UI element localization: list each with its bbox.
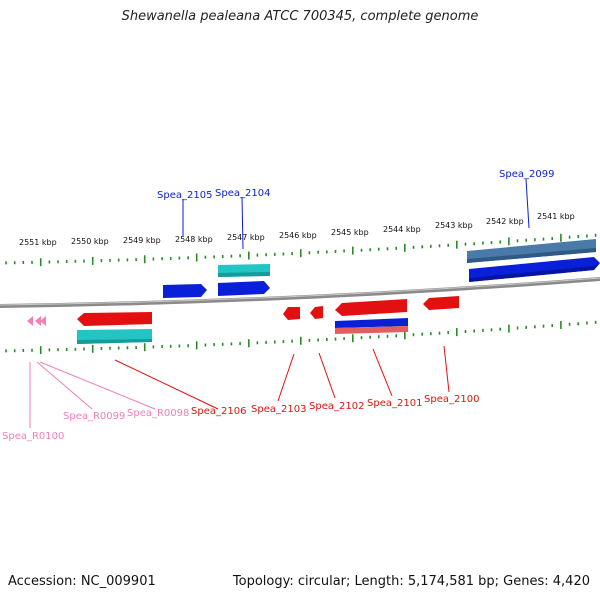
gene-arrow-spea-2106[interactable] <box>77 312 152 326</box>
gene-label-spea-2104[interactable]: Spea_2104 <box>215 188 270 199</box>
scale-tick-labels: 2551 kbp 2550 kbp 2549 kbp 2548 kbp 2547… <box>19 212 575 247</box>
tick-label-2549: 2549 kbp <box>123 236 161 245</box>
gene-label-spea-2099[interactable]: Spea_2099 <box>499 169 554 180</box>
tick-label-2544: 2544 kbp <box>383 225 421 234</box>
tick-label-2545: 2545 kbp <box>331 228 369 237</box>
rna-arrow-spea-r0099[interactable] <box>35 316 41 326</box>
tick-label-2542: 2542 kbp <box>486 217 524 226</box>
gene-arrow-spea-2099-shade <box>469 263 600 282</box>
genome-summary-text: Topology: circular; Length: 5,174,581 bp… <box>232 574 590 589</box>
tick-label-2548: 2548 kbp <box>175 235 213 244</box>
feature-bar-steel-shade <box>467 248 596 263</box>
gene-label-spea-r0098[interactable]: Spea_R0098 <box>127 408 189 419</box>
rna-arrow-spea-r0098[interactable] <box>40 316 46 326</box>
gene-label-spea-r0100[interactable]: Spea_R0100 <box>2 431 64 442</box>
lower-scale-ruler <box>5 320 597 355</box>
gene-label-spea-2105[interactable]: Spea_2105 <box>157 190 212 201</box>
gene-arrow-spea-2102[interactable] <box>310 306 323 319</box>
gene-arrow-spea-2100[interactable] <box>423 296 459 310</box>
map-title: Shewanella pealeana ATCC 700345, complet… <box>121 9 479 24</box>
tick-label-2547: 2547 kbp <box>227 233 265 242</box>
genome-backbone-highlight <box>0 277 600 306</box>
gene-label-spea-2100[interactable]: Spea_2100 <box>424 394 479 405</box>
genome-backbone <box>0 277 600 308</box>
gene-label-spea-2103[interactable]: Spea_2103 <box>251 404 306 415</box>
tick-label-2550: 2550 kbp <box>71 237 109 246</box>
gene-arrow-spea-2105[interactable] <box>163 284 207 298</box>
gene-arrow-spea-2104[interactable] <box>218 281 270 296</box>
gene-arrow-spea-2101[interactable] <box>335 299 407 316</box>
label-leader-lines <box>29 178 530 428</box>
tick-label-2551: 2551 kbp <box>19 238 57 247</box>
feature-bar-blue-lower[interactable] <box>335 318 408 328</box>
feature-bar-cyan-bottom-shade <box>77 339 152 344</box>
feature-bar-cyan-top-shade <box>218 272 270 277</box>
tick-label-2546: 2546 kbp <box>279 231 317 240</box>
feature-bar-pink-lower[interactable] <box>335 326 408 334</box>
gene-label-spea-2106[interactable]: Spea_2106 <box>191 406 246 417</box>
rna-arrow-spea-r0100[interactable] <box>27 316 33 326</box>
gene-label-spea-2102[interactable]: Spea_2102 <box>309 401 364 412</box>
tick-label-2543: 2543 kbp <box>435 221 473 230</box>
tick-label-2541: 2541 kbp <box>537 212 575 221</box>
upper-scale-ruler <box>5 233 597 267</box>
gene-label-spea-r0099[interactable]: Spea_R0099 <box>63 411 125 422</box>
gene-label-spea-2101[interactable]: Spea_2101 <box>367 398 422 409</box>
gene-arrow-spea-2103[interactable] <box>283 307 300 320</box>
accession-text: Accession: NC_009901 <box>8 574 156 589</box>
